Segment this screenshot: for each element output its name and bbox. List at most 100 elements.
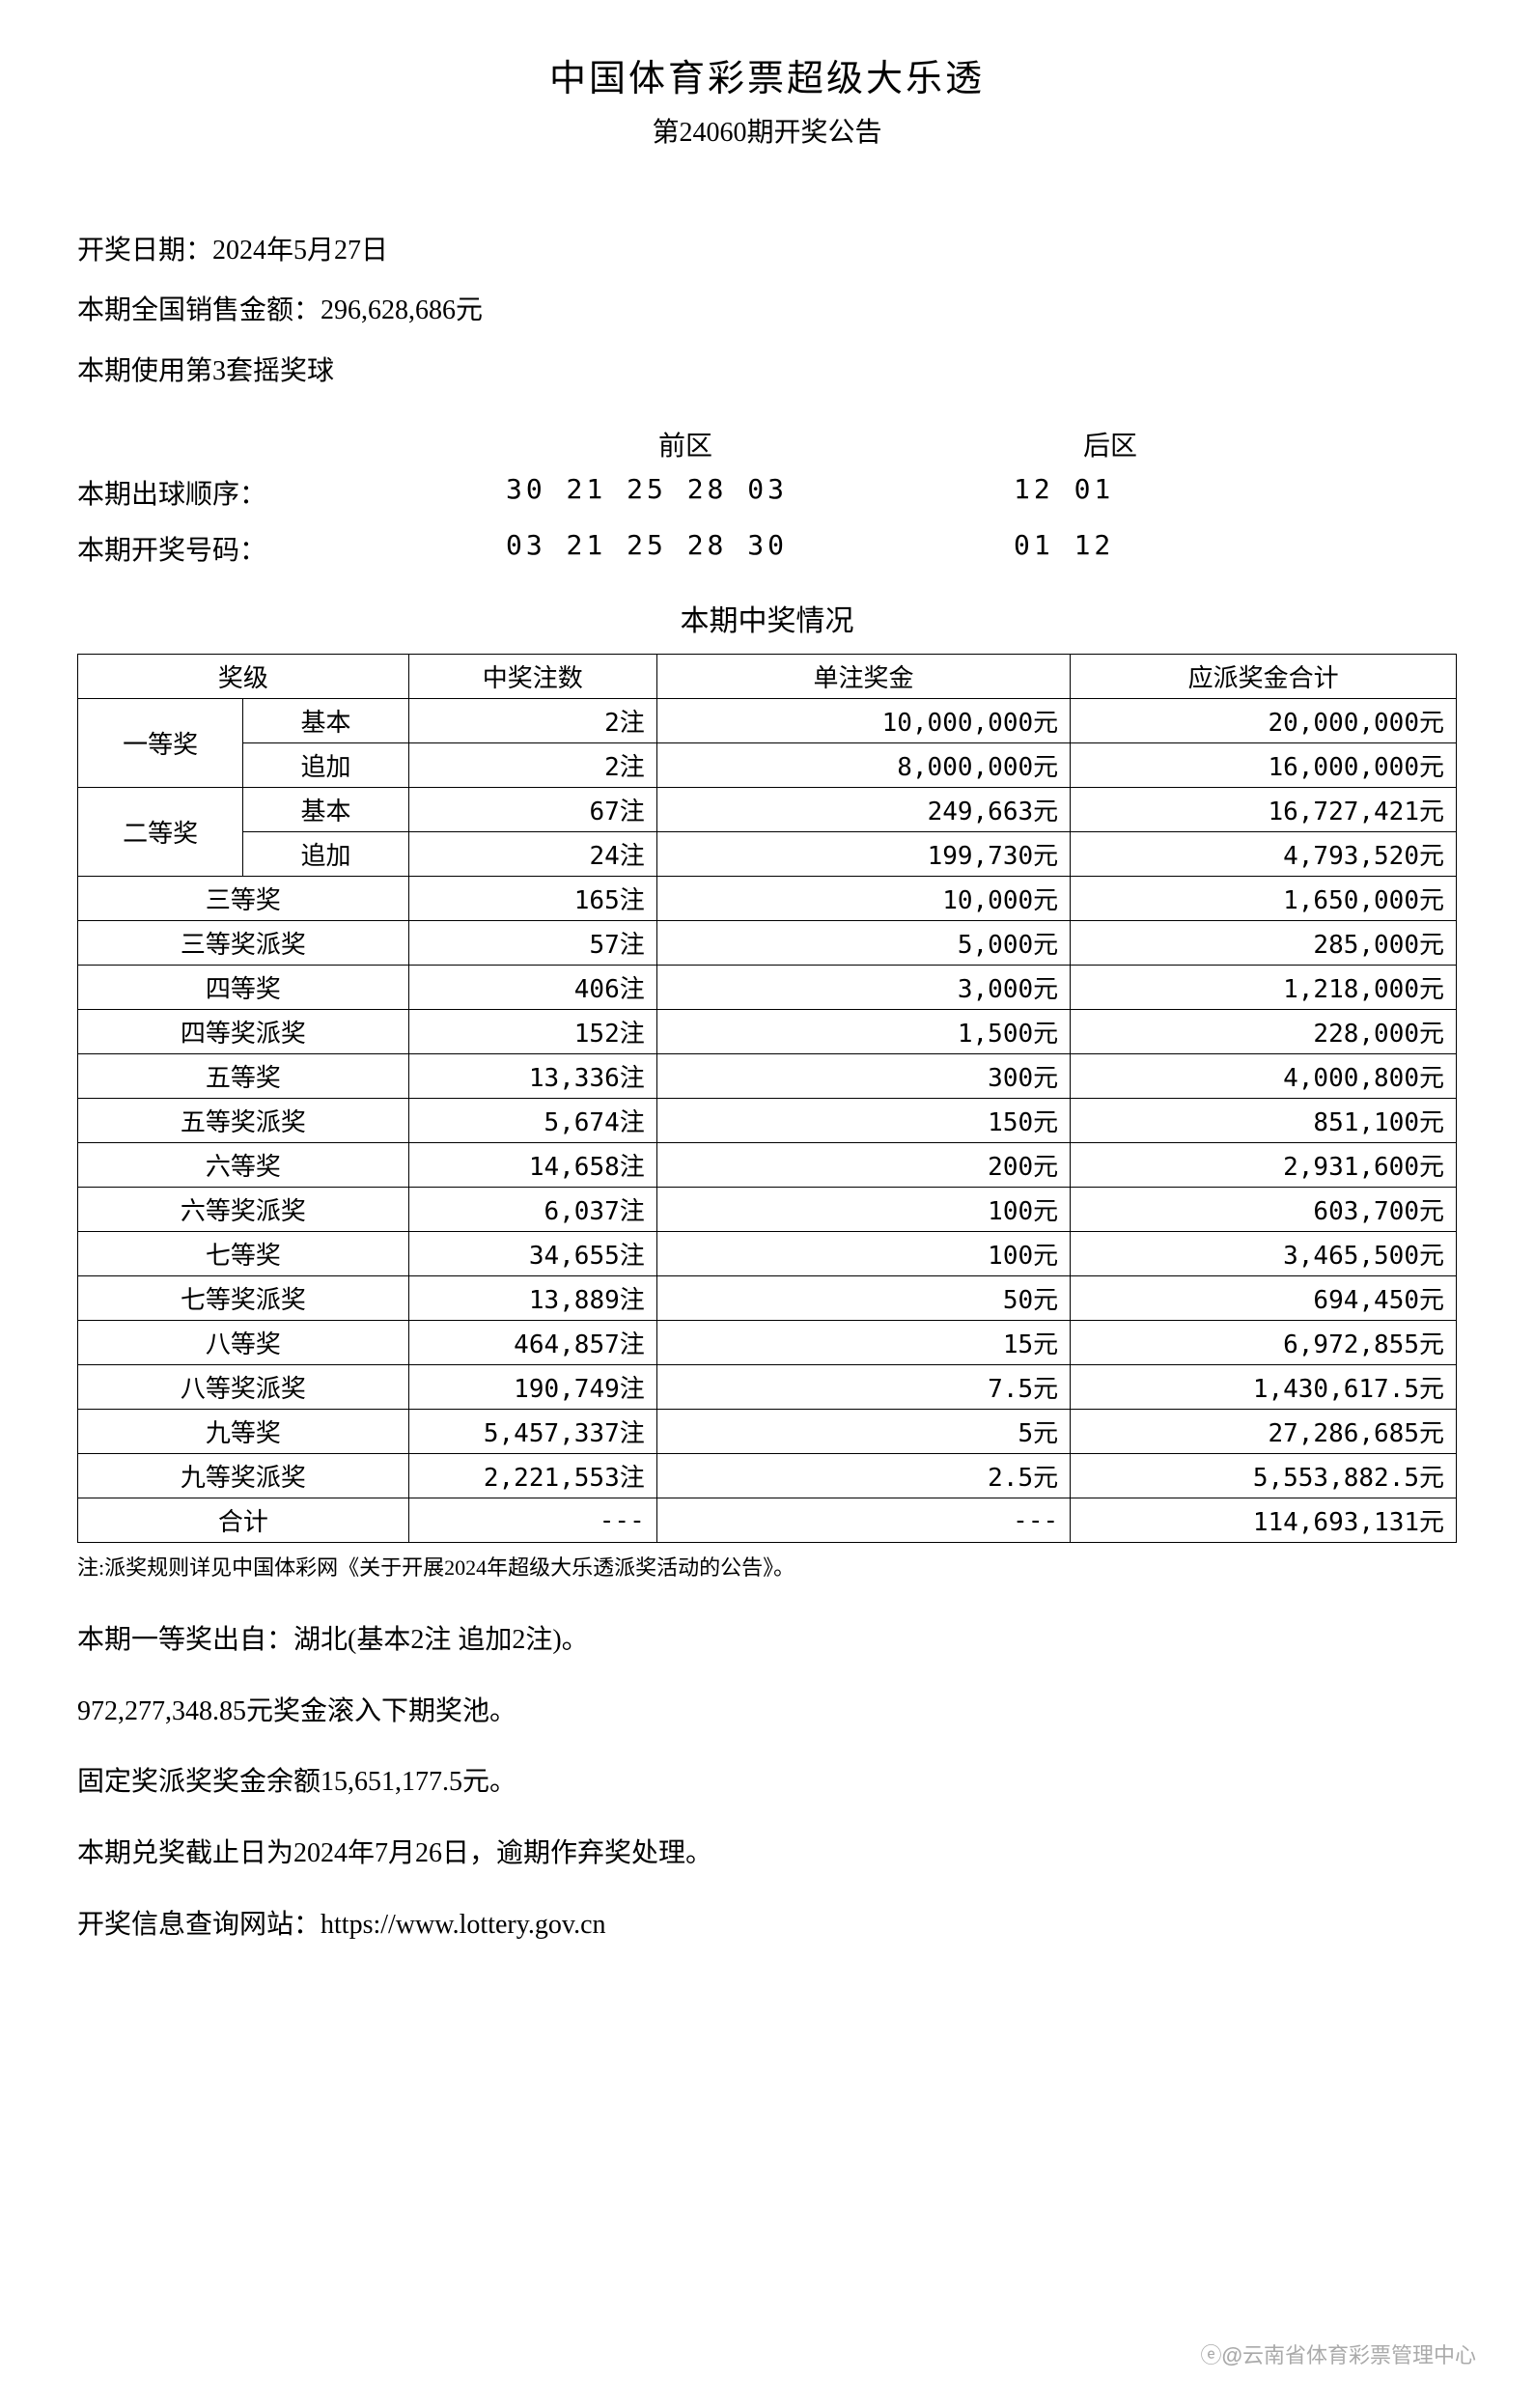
cell-total: 16,000,000元 (1071, 743, 1457, 788)
cell-per: 200元 (656, 1143, 1070, 1188)
cell-total: 228,000元 (1071, 1010, 1457, 1054)
subtype-basic: 基本 (243, 788, 408, 832)
cell-total: 6,972,855元 (1071, 1321, 1457, 1365)
tier-name: 二等奖 (78, 788, 243, 877)
table-note: 注:派奖规则详见中国体彩网《关于开展2024年超级大乐透派奖活动的公告》。 (77, 1551, 1457, 1582)
table-row: 三等奖派奖 57注 5,000元 285,000元 (78, 921, 1457, 966)
cell-per: 100元 (656, 1232, 1070, 1276)
cell-total: 1,430,617.5元 (1071, 1365, 1457, 1410)
footer-winner-origin: 本期一等奖出自：湖北(基本2注 追加2注)。 (77, 1610, 1457, 1670)
tier-name: 四等奖 (78, 966, 409, 1010)
footer-fixed-balance: 固定奖派奖奖金余额15,651,177.5元。 (77, 1752, 1457, 1812)
cell-total: 4,000,800元 (1071, 1054, 1457, 1099)
tier-name: 七等奖 (78, 1232, 409, 1276)
back-area-label: 后区 (1014, 425, 1207, 463)
sales-amount-line: 本期全国销售金额：296,628,686元 (77, 287, 1457, 335)
cell-per: 100元 (656, 1188, 1070, 1232)
subtype-extra: 追加 (243, 832, 408, 877)
table-row: 八等奖派奖 190,749注 7.5元 1,430,617.5元 (78, 1365, 1457, 1410)
numbers-section: 前区 后区 本期出球顺序： 30 21 25 28 03 12 01 本期开奖号… (77, 425, 1457, 568)
draw-order-back: 12 01 (1014, 473, 1207, 512)
draw-order-front: 30 21 25 28 03 (415, 473, 879, 512)
table-row: 一等奖 基本 2注 10,000,000元 20,000,000元 (78, 699, 1457, 743)
cell-per: 2.5元 (656, 1454, 1070, 1498)
cell-count: 190,749注 (408, 1365, 656, 1410)
sales-value: 296,628,686元 (321, 295, 483, 325)
cell-count: 57注 (408, 921, 656, 966)
cell-count: 152注 (408, 1010, 656, 1054)
footer-website-line: 开奖信息查询网站：https://www.lottery.gov.cn (77, 1895, 1457, 1955)
cell-total: 27,286,685元 (1071, 1410, 1457, 1454)
cell-total: 1,650,000元 (1071, 877, 1457, 921)
footer-deadline: 本期兑奖截止日为2024年7月26日，逾期作弃奖处理。 (77, 1824, 1457, 1884)
draw-order-row: 本期出球顺序： 30 21 25 28 03 12 01 (77, 473, 1457, 512)
cell-per: 8,000,000元 (656, 743, 1070, 788)
ballset-line: 本期使用第3套摇奖球 (77, 348, 1457, 396)
cell-per: --- (656, 1498, 1070, 1543)
tier-name: 三等奖 (78, 877, 409, 921)
cell-per: 249,663元 (656, 788, 1070, 832)
cell-count: 5,457,337注 (408, 1410, 656, 1454)
cell-count: 67注 (408, 788, 656, 832)
cell-total: 114,693,131元 (1071, 1498, 1457, 1543)
table-row: 七等奖派奖 13,889注 50元 694,450元 (78, 1276, 1457, 1321)
cell-count: 14,658注 (408, 1143, 656, 1188)
cell-per: 7.5元 (656, 1365, 1070, 1410)
tier-name: 三等奖派奖 (78, 921, 409, 966)
tier-name: 六等奖派奖 (78, 1188, 409, 1232)
cell-per: 1,500元 (656, 1010, 1070, 1054)
cell-total: 603,700元 (1071, 1188, 1457, 1232)
table-row: 六等奖 14,658注 200元 2,931,600元 (78, 1143, 1457, 1188)
header-per-prize: 单注奖金 (656, 655, 1070, 699)
cell-total: 851,100元 (1071, 1099, 1457, 1143)
page-subtitle: 第24060期开奖公告 (77, 111, 1457, 150)
table-row: 六等奖派奖 6,037注 100元 603,700元 (78, 1188, 1457, 1232)
table-row: 追加 24注 199,730元 4,793,520元 (78, 832, 1457, 877)
cell-per: 300元 (656, 1054, 1070, 1099)
table-row: 九等奖 5,457,337注 5元 27,286,685元 (78, 1410, 1457, 1454)
cell-count: --- (408, 1498, 656, 1543)
cell-total: 1,218,000元 (1071, 966, 1457, 1010)
cell-per: 10,000,000元 (656, 699, 1070, 743)
tier-name: 九等奖派奖 (78, 1454, 409, 1498)
table-row: 五等奖派奖 5,674注 150元 851,100元 (78, 1099, 1457, 1143)
cell-count: 24注 (408, 832, 656, 877)
footer-rollover: 972,277,348.85元奖金滚入下期奖池。 (77, 1682, 1457, 1742)
table-row: 追加 2注 8,000,000元 16,000,000元 (78, 743, 1457, 788)
draw-date-value: 2024年5月27日 (212, 236, 388, 266)
table-total-row: 合计 --- --- 114,693,131元 (78, 1498, 1457, 1543)
cell-count: 6,037注 (408, 1188, 656, 1232)
cell-count: 13,889注 (408, 1276, 656, 1321)
table-header-row: 奖级 中奖注数 单注奖金 应派奖金合计 (78, 655, 1457, 699)
header-tier: 奖级 (78, 655, 409, 699)
tier-name: 合计 (78, 1498, 409, 1543)
cell-count: 5,674注 (408, 1099, 656, 1143)
tier-name: 四等奖派奖 (78, 1010, 409, 1054)
cell-per: 150元 (656, 1099, 1070, 1143)
table-row: 八等奖 464,857注 15元 6,972,855元 (78, 1321, 1457, 1365)
info-block: 开奖日期：2024年5月27日 本期全国销售金额：296,628,686元 本期… (77, 227, 1457, 396)
cell-total: 16,727,421元 (1071, 788, 1457, 832)
cell-total: 20,000,000元 (1071, 699, 1457, 743)
draw-date-line: 开奖日期：2024年5月27日 (77, 227, 1457, 275)
cell-total: 4,793,520元 (1071, 832, 1457, 877)
table-row: 二等奖 基本 67注 249,663元 16,727,421元 (78, 788, 1457, 832)
footer-website-label: 开奖信息查询网站： (77, 1910, 321, 1940)
cell-per: 5,000元 (656, 921, 1070, 966)
winning-label: 本期开奖号码： (77, 529, 415, 568)
cell-count: 2,221,553注 (408, 1454, 656, 1498)
cell-per: 5元 (656, 1410, 1070, 1454)
numbers-header: 前区 后区 (77, 425, 1457, 463)
cell-per: 199,730元 (656, 832, 1070, 877)
cell-count: 2注 (408, 743, 656, 788)
cell-count: 34,655注 (408, 1232, 656, 1276)
cell-total: 3,465,500元 (1071, 1232, 1457, 1276)
watermark: ⓔ@云南省体育彩票管理中心 (1201, 2338, 1476, 2369)
tier-name: 八等奖派奖 (78, 1365, 409, 1410)
header-total: 应派奖金合计 (1071, 655, 1457, 699)
weibo-icon: ⓔ (1201, 2343, 1222, 2367)
tier-name: 一等奖 (78, 699, 243, 788)
tier-name: 八等奖 (78, 1321, 409, 1365)
table-row: 五等奖 13,336注 300元 4,000,800元 (78, 1054, 1457, 1099)
page-title: 中国体育彩票超级大乐透 (77, 48, 1457, 101)
